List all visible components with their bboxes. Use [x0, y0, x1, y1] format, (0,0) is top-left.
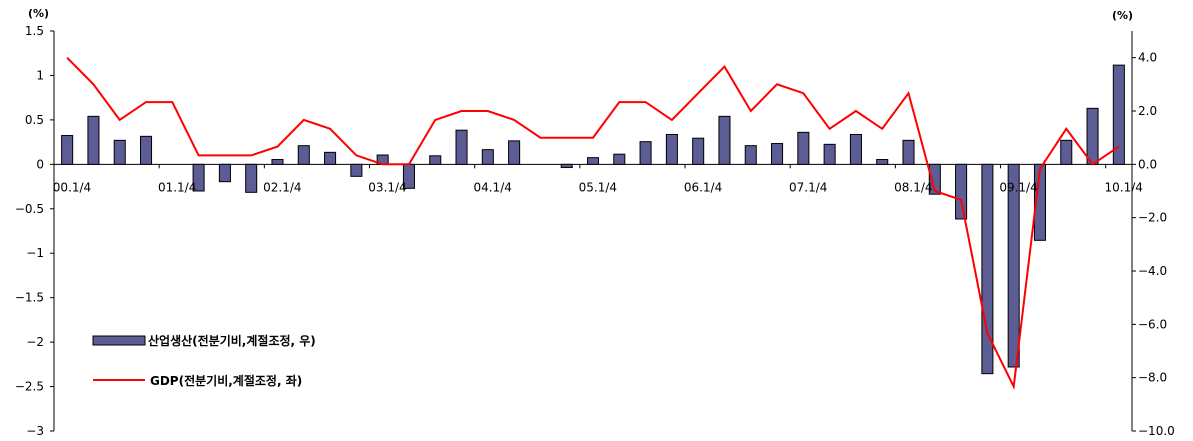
bar — [429, 155, 442, 165]
x-tick-label: 02.1/4 — [263, 180, 301, 194]
bar — [508, 140, 521, 165]
bar — [823, 143, 836, 165]
x-tick-label: 07.1/4 — [789, 180, 827, 194]
right-tick-label: −10.0 — [1138, 424, 1175, 438]
left-tick-label: −0.5 — [15, 202, 44, 216]
bar — [1086, 107, 1099, 165]
left-tick-label: −3 — [26, 424, 44, 438]
x-tick-label: 09.1/4 — [999, 180, 1037, 194]
bar — [744, 145, 757, 165]
bar — [455, 129, 468, 165]
x-tick-label: 08.1/4 — [894, 180, 932, 194]
bar — [218, 163, 231, 183]
x-tick-label: 10.1/4 — [1105, 180, 1143, 194]
bar — [665, 133, 678, 165]
x-tick-label: 03.1/4 — [368, 180, 406, 194]
left-tick-label: 0.5 — [25, 113, 44, 127]
left-axis-unit: (%) — [28, 7, 49, 20]
left-tick-label: 0 — [36, 157, 44, 171]
left-tick-label: −1.5 — [15, 291, 44, 305]
bar — [324, 151, 337, 165]
bar — [771, 143, 784, 165]
bar — [928, 163, 941, 195]
left-tick-label: −2.5 — [15, 380, 44, 394]
bar — [876, 159, 889, 165]
bar — [87, 115, 100, 165]
right-tick-label: −8.0 — [1138, 371, 1167, 385]
bar — [981, 163, 994, 375]
x-tick-label: 01.1/4 — [158, 180, 196, 194]
right-tick-label: 4.0 — [1138, 51, 1157, 65]
legend-bar-label: 산업생산(전분기비,계절조정, 우) — [148, 333, 316, 348]
legend-line-label: GDP(전분기비,계절조정, 좌) — [150, 373, 302, 388]
bar — [297, 145, 310, 165]
bar — [718, 115, 731, 165]
right-tick-label: −6.0 — [1138, 317, 1167, 331]
right-tick-label: 2.0 — [1138, 104, 1157, 118]
left-tick-label: 1.5 — [25, 24, 44, 38]
axes-layer — [50, 30, 1136, 432]
bar — [271, 159, 284, 165]
line-series-layer — [66, 56, 1120, 391]
left-tick-label: −1 — [26, 246, 44, 260]
bar — [639, 141, 652, 165]
bar — [586, 157, 600, 165]
bar — [797, 131, 810, 165]
right-axis-unit: (%) — [1112, 9, 1133, 22]
bar — [613, 153, 626, 165]
x-tick-label: 05.1/4 — [579, 180, 617, 194]
tick-label-layer: 1.5 1 0.5 0 −0.5 −1 −1.5 −2 −2.5 −3 4.0 2.0 0.0 −2.0 −… — [15, 24, 1175, 438]
bar — [61, 135, 74, 165]
bar — [692, 137, 705, 165]
x-tick-label: 04.1/4 — [473, 180, 511, 194]
right-tick-label: −4.0 — [1138, 264, 1167, 278]
bar — [849, 133, 862, 165]
right-tick-label: −2.0 — [1138, 211, 1167, 225]
x-tick-label: 06.1/4 — [684, 180, 722, 194]
bar — [481, 149, 494, 165]
legend: 산업생산(전분기비,계절조정, 우) GDP(전분기비,계절조정, 좌) — [92, 333, 316, 388]
bar — [192, 163, 205, 192]
bar — [902, 139, 915, 165]
bar-series-layer — [61, 64, 1125, 375]
right-tick-label: 0.0 — [1138, 157, 1157, 171]
gdp-line — [66, 56, 1120, 391]
bar — [1007, 163, 1020, 368]
bar — [1033, 163, 1046, 241]
legend-bar-swatch — [92, 335, 146, 346]
left-tick-label: 1 — [36, 68, 44, 82]
bar — [1060, 139, 1073, 165]
bar — [955, 163, 968, 220]
bar — [350, 163, 363, 177]
bar — [1112, 64, 1125, 165]
x-tick-label: 00.1/4 — [53, 180, 91, 194]
left-tick-label: −2 — [26, 335, 44, 349]
bar — [560, 163, 573, 169]
bar — [140, 135, 153, 165]
bar — [113, 139, 126, 165]
bar — [245, 163, 258, 193]
